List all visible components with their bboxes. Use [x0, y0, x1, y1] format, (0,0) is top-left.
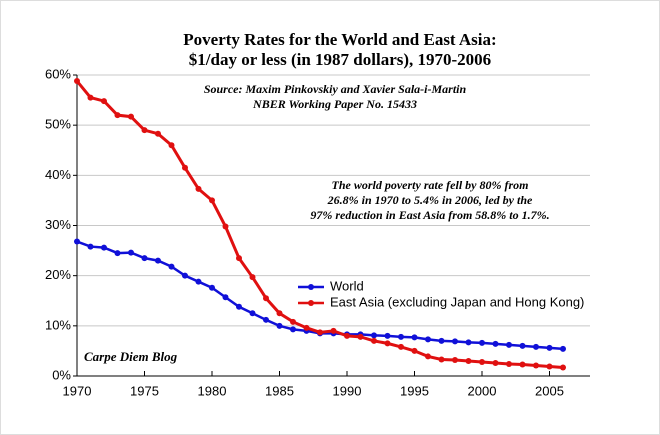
legend-label: World — [330, 278, 364, 293]
point — [492, 340, 499, 347]
point — [519, 342, 526, 349]
point — [74, 238, 80, 245]
point — [249, 310, 256, 317]
point — [141, 255, 148, 262]
point — [128, 249, 134, 256]
point — [452, 338, 458, 345]
point — [384, 340, 391, 347]
point — [479, 339, 485, 346]
point — [506, 341, 512, 348]
point — [371, 337, 377, 344]
y-tick-label: 40% — [45, 167, 71, 182]
point — [101, 244, 107, 251]
point — [168, 263, 175, 270]
point — [249, 274, 256, 281]
annotation: 26.8% in 1970 to 5.4% in 2006, led by th… — [327, 193, 533, 207]
subtitle: Source: Maxim Pinkovskiy and Xavier Sala… — [204, 82, 467, 96]
point — [438, 356, 445, 363]
point — [290, 318, 296, 325]
x-tick-label: 1995 — [400, 383, 429, 398]
point — [425, 353, 431, 360]
point — [222, 223, 229, 230]
point — [357, 333, 364, 340]
point — [87, 94, 94, 101]
point — [155, 257, 161, 264]
legend-marker — [308, 300, 314, 306]
point — [155, 130, 161, 137]
point — [465, 357, 472, 364]
point — [276, 310, 283, 317]
chart-title: $1/day or less (in 1987 dollars), 1970-2… — [189, 50, 491, 69]
point — [222, 294, 229, 301]
point — [560, 364, 566, 371]
point — [317, 329, 323, 336]
point — [479, 358, 485, 365]
point — [492, 359, 499, 366]
point — [128, 113, 134, 120]
point — [546, 363, 553, 370]
point — [519, 361, 526, 368]
point — [101, 98, 107, 105]
point — [371, 332, 377, 339]
x-tick-label: 1980 — [198, 383, 227, 398]
point — [465, 339, 472, 346]
x-tick-label: 1990 — [333, 383, 362, 398]
x-tick-label: 1970 — [63, 383, 92, 398]
point — [384, 332, 391, 339]
point — [533, 362, 539, 369]
point — [141, 127, 148, 134]
y-tick-label: 20% — [45, 267, 71, 282]
point — [276, 322, 283, 329]
point — [560, 345, 566, 352]
point — [344, 332, 350, 339]
legend-marker — [308, 284, 314, 290]
point — [182, 164, 188, 171]
point — [411, 334, 418, 341]
point — [303, 324, 310, 331]
point — [506, 360, 512, 367]
legend-label: East Asia (excluding Japan and Hong Kong… — [330, 294, 584, 309]
point — [114, 112, 121, 119]
y-tick-label: 30% — [45, 217, 71, 232]
point — [74, 78, 80, 85]
point — [236, 255, 242, 262]
point — [438, 337, 445, 344]
point — [195, 278, 202, 285]
point — [168, 142, 175, 149]
y-tick-label: 50% — [45, 117, 71, 132]
point — [411, 347, 418, 354]
point — [209, 284, 215, 291]
point — [533, 343, 539, 350]
point — [236, 303, 242, 310]
point — [182, 272, 188, 279]
credit: Carpe Diem Blog — [84, 349, 178, 364]
annotation: 97% reduction in East Asia from 58.8% to… — [310, 208, 549, 222]
x-tick-label: 1985 — [265, 383, 294, 398]
point — [263, 295, 269, 302]
y-tick-label: 10% — [45, 317, 71, 332]
point — [425, 336, 431, 343]
point — [290, 326, 296, 333]
point — [452, 356, 458, 363]
point — [398, 333, 404, 340]
point — [195, 185, 202, 192]
point — [330, 327, 337, 334]
point — [87, 243, 94, 250]
y-tick-label: 60% — [45, 66, 71, 81]
point — [209, 197, 215, 204]
point — [114, 250, 121, 257]
point — [546, 344, 553, 351]
chart-title: Poverty Rates for the World and East Asi… — [183, 30, 496, 49]
subtitle: NBER Working Paper No. 15433 — [252, 97, 417, 111]
x-tick-label: 2000 — [468, 383, 497, 398]
point — [263, 316, 269, 323]
x-tick-label: 2005 — [535, 383, 564, 398]
y-tick-label: 0% — [52, 367, 71, 382]
annotation: The world poverty rate fell by 80% from — [332, 178, 529, 192]
x-tick-label: 1975 — [130, 383, 159, 398]
point — [398, 343, 404, 350]
